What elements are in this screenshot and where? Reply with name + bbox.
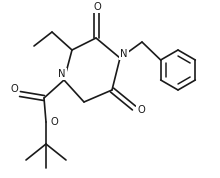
Text: O: O bbox=[50, 117, 58, 127]
Text: O: O bbox=[93, 2, 101, 12]
Text: N: N bbox=[120, 49, 128, 59]
Text: O: O bbox=[10, 84, 18, 94]
Text: O: O bbox=[137, 105, 145, 115]
Text: N: N bbox=[58, 69, 66, 79]
